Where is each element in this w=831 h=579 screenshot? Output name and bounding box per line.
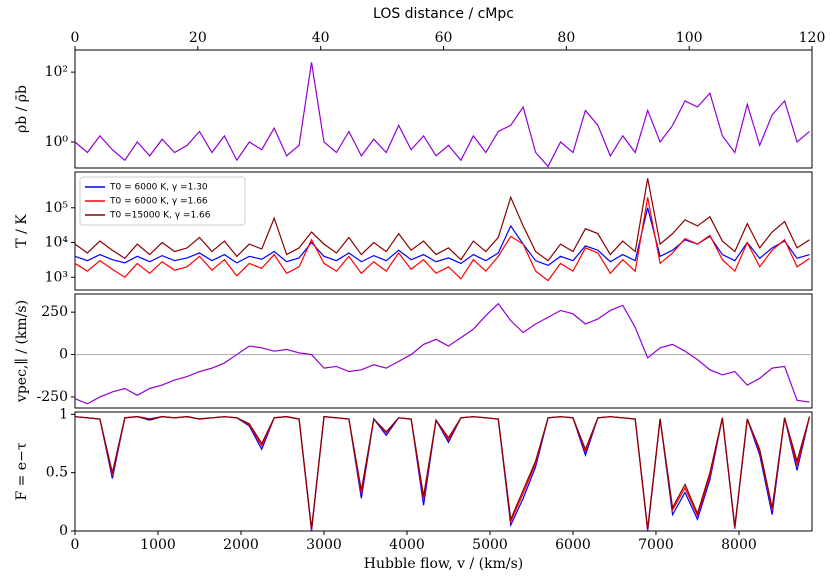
x-tick-label: 8000: [721, 537, 757, 553]
panel-frame: [74, 171, 813, 291]
panel-frame: [74, 293, 813, 409]
x2-tick-label: 40: [312, 30, 330, 46]
y-axis-label: T / K: [14, 214, 30, 248]
series-line: [74, 178, 810, 262]
series-line: [74, 416, 811, 529]
x-tick-label: 7000: [638, 537, 674, 553]
y-tick-label: -250: [37, 389, 68, 405]
x-tick-label: 6000: [555, 537, 591, 553]
x-tick-label: 1000: [140, 537, 176, 553]
x-tick-label: 4000: [389, 537, 425, 553]
series-line: [74, 62, 810, 168]
y-tick-label: 0: [59, 523, 68, 539]
series-line: [74, 302, 810, 405]
x2-tick-label: 20: [189, 30, 207, 46]
x-tick-label: 2000: [223, 537, 259, 553]
y-axis-label: ρb / ρ̄b: [14, 85, 30, 133]
x2-tick-label: 60: [435, 30, 453, 46]
legend-label: T0 = 6000 K, γ =1.30: [109, 183, 208, 193]
y-tick-label: 10⁴: [45, 235, 69, 251]
y-tick-label: 10⁵: [45, 200, 69, 216]
y-tick-label: 0.5: [46, 465, 68, 481]
series-line: [74, 416, 811, 532]
x2-tick-label: 80: [557, 30, 575, 46]
y-tick-label: 10²: [45, 64, 68, 80]
series-line: [74, 197, 810, 282]
legend-label: T0 =15000 K, γ =1.66: [109, 211, 211, 221]
legend: T0 = 6000 K, γ =1.30 T0 = 6000 K, γ =1.66…: [79, 176, 246, 226]
x2-tick-label: 100: [676, 30, 703, 46]
x-tick-label: 5000: [472, 537, 508, 553]
y-tick-label: 0: [59, 347, 68, 363]
x2-tick-label: 0: [71, 30, 80, 46]
y-axis-label: vpec,∥ / (km/s): [14, 300, 30, 403]
x2-tick-label: 120: [799, 30, 826, 46]
series-line: [74, 207, 810, 267]
panel-frame: [74, 411, 813, 532]
legend-box: [79, 176, 246, 226]
y-tick-label: 10⁰: [45, 134, 69, 150]
y-tick-label: 1: [59, 406, 68, 422]
x2-axis-label: LOS distance / cMpc: [373, 6, 514, 22]
x-axis-label: Hubble flow, v / (km/s): [364, 556, 523, 572]
y-tick-label: 10³: [45, 269, 68, 285]
x-tick-label: 3000: [306, 537, 342, 553]
y-axis-label: F = e−τ: [14, 442, 30, 500]
legend-label: T0 = 6000 K, γ =1.66: [109, 197, 208, 207]
y-tick-label: 250: [41, 304, 68, 320]
x-tick-label: 0: [71, 537, 80, 553]
